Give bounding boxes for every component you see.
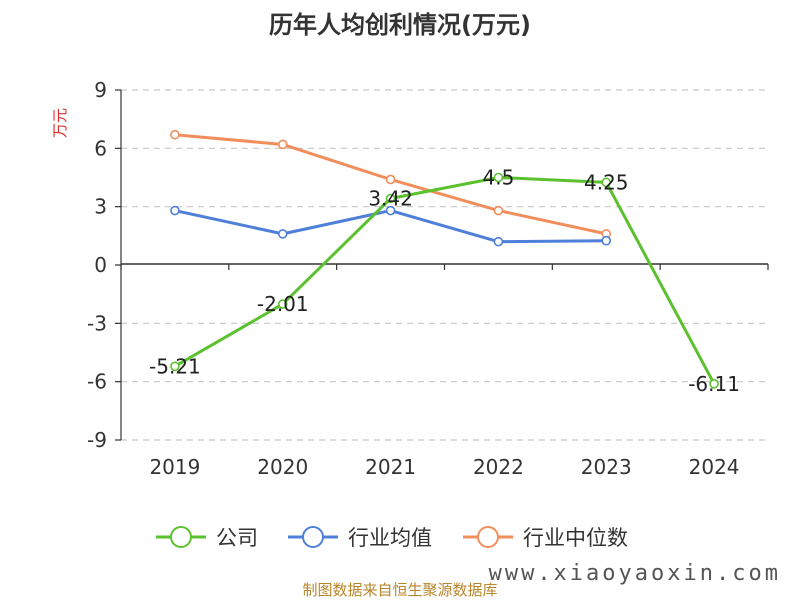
legend-marker [170, 526, 192, 548]
data-label: -6.11 [688, 372, 740, 396]
legend[interactable]: 公司 行业均值 行业中位数 [156, 526, 628, 550]
legend-label: 行业中位数 [523, 526, 628, 550]
data-point[interactable] [493, 172, 504, 183]
data-label: -2.01 [257, 292, 309, 316]
y-tick-label: -3 [87, 311, 107, 335]
y-tick-label: 9 [94, 78, 107, 102]
x-tick-label: 2022 [473, 455, 524, 479]
y-axis-unit: 万元 [51, 108, 69, 138]
data-point[interactable] [601, 235, 612, 246]
data-point[interactable] [493, 236, 504, 247]
y-tick-label: 6 [94, 136, 107, 160]
data-point[interactable] [385, 205, 396, 216]
data-label: 3.42 [368, 187, 413, 211]
axes: 9 6 3 0 -3 -6 -9 2019 2020 2021 2022 2023 2024 [87, 78, 769, 479]
legend-marker [477, 526, 499, 548]
data-label: 4.5 [483, 166, 515, 190]
x-tick-label: 2021 [365, 455, 416, 479]
legend-label: 公司 [216, 526, 258, 550]
y-tick-label: 3 [94, 195, 107, 219]
data-point[interactable] [170, 205, 180, 216]
y-tick-label: -6 [87, 370, 107, 394]
source-note: 制图数据来自恒生聚源数据库 [302, 581, 497, 599]
series-layer [170, 129, 719, 389]
x-tick-label: 2020 [257, 455, 308, 479]
data-point[interactable] [385, 174, 396, 185]
y-tick-label: 0 [94, 253, 107, 277]
data-point[interactable] [601, 177, 612, 188]
data-point[interactable] [493, 205, 504, 216]
data-label: 4.25 [584, 170, 629, 194]
legend-marker [302, 526, 324, 548]
data-point[interactable] [277, 299, 288, 309]
x-tick-label: 2023 [581, 455, 632, 479]
y-tick-label: -9 [87, 428, 107, 452]
watermark: www.xiaoyaoxin.com [489, 561, 781, 586]
x-tick-label: 2024 [689, 455, 740, 479]
data-point[interactable] [170, 129, 180, 140]
data-point[interactable] [709, 379, 719, 389]
data-labels: -5.21 -2.01 3.42 4.5 4.25 -6.11 [149, 166, 740, 396]
series-line [174, 133, 607, 236]
data-point[interactable] [277, 139, 288, 150]
chart-title: 历年人均创利情况(万元) [269, 11, 531, 39]
data-point[interactable] [385, 193, 396, 204]
legend-item[interactable]: 行业中位数 [463, 526, 628, 550]
data-label: -5.21 [149, 354, 201, 378]
legend-item[interactable]: 公司 [156, 526, 258, 550]
legend-item[interactable]: 行业均值 [288, 526, 432, 550]
series-line [174, 176, 716, 385]
data-point[interactable] [277, 229, 288, 239]
data-point[interactable] [170, 361, 180, 372]
x-tick-label: 2019 [149, 455, 200, 479]
grid-lines [121, 89, 768, 441]
legend-label: 行业均值 [348, 526, 432, 550]
